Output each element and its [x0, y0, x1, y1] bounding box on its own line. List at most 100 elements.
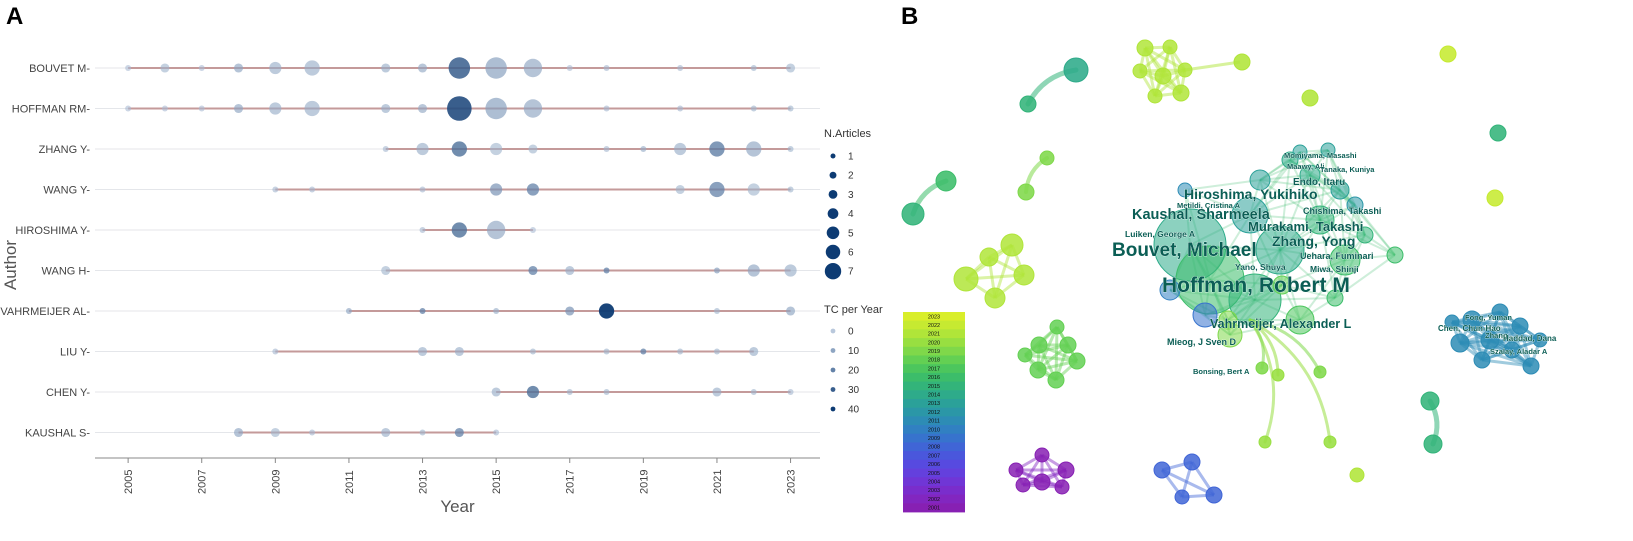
legend-year-label: 2016	[928, 375, 940, 381]
cluster-yellowgreen-top	[1132, 39, 1193, 104]
author-label: KAUSHAL S-	[25, 428, 90, 440]
article-bubble	[269, 102, 282, 115]
article-bubble	[603, 389, 610, 395]
article-bubble	[709, 181, 725, 198]
size-legend-label: 5	[848, 228, 854, 239]
legend-swatch	[903, 425, 965, 435]
legend-year-label: 2004	[928, 479, 940, 485]
article-bubble	[677, 65, 684, 71]
node-label: Murakami, Takashi	[1248, 219, 1363, 234]
article-bubble	[451, 141, 467, 157]
article-bubble	[750, 105, 757, 112]
legend-year-label: 2006	[928, 462, 940, 468]
node-label: Szalay, Aladar A	[1490, 347, 1548, 356]
article-bubble	[485, 57, 507, 79]
x-tick-label: 2021	[712, 470, 724, 494]
article-bubble	[419, 429, 426, 436]
article-bubble	[786, 63, 796, 73]
network-node	[1013, 264, 1035, 286]
node-label: Haddad, Dana	[1503, 334, 1557, 343]
network-edge	[1459, 338, 1541, 345]
article-bubble	[640, 146, 647, 152]
color-legend-title: TC per Year	[824, 304, 883, 316]
article-bubble	[270, 427, 280, 438]
article-bubble	[491, 387, 501, 397]
legend-swatch	[903, 442, 965, 452]
network-node	[1017, 183, 1035, 201]
network-node	[1063, 57, 1089, 83]
article-bubble	[451, 222, 467, 238]
article-bubble	[272, 186, 279, 193]
legend-year-label: 2007	[928, 453, 940, 459]
network-node	[1033, 473, 1051, 491]
cluster-green	[1017, 319, 1086, 389]
article-bubble	[454, 427, 464, 438]
article-bubble	[713, 348, 720, 355]
node-label: Luiken, George A	[1125, 229, 1195, 239]
network-edge	[1334, 254, 1396, 299]
color-legend-dot	[830, 406, 836, 412]
legend-swatch	[903, 407, 965, 417]
legend-year-label: 2009	[928, 436, 940, 442]
node-label: Mieog, J Sven D	[1167, 337, 1237, 347]
legend-swatch	[903, 320, 965, 330]
network-edge	[1259, 179, 1341, 191]
network-node	[1356, 226, 1374, 244]
legend-swatch	[903, 329, 965, 339]
year-color-legend: 2023 2022 2021 2020 2019 2018 2017 2016 2015 2014…	[903, 312, 965, 513]
network-node	[1386, 246, 1404, 264]
network-node	[1177, 182, 1193, 198]
node-label: Hiroshima, Yukihiko	[1184, 186, 1318, 202]
article-bubble	[486, 220, 506, 240]
node-label: Fong, Yuman	[1465, 313, 1512, 322]
x-tick-label: 2005	[123, 470, 135, 494]
article-bubble	[566, 389, 573, 395]
article-bubble	[749, 346, 759, 357]
legend-swatch	[903, 355, 965, 365]
network-node	[1019, 95, 1037, 113]
network-node	[1154, 67, 1172, 85]
node-label: Kaushal, Sharmeela	[1132, 207, 1271, 223]
network-node	[1522, 357, 1540, 375]
network-node	[1320, 142, 1336, 158]
article-bubble	[747, 183, 760, 196]
network-node	[1255, 225, 1305, 275]
network-node	[1330, 180, 1350, 200]
network-node	[1054, 479, 1070, 495]
cluster-main-hub	[1153, 142, 1404, 348]
article-bubble	[598, 303, 615, 319]
article-bubble	[787, 105, 794, 112]
network-node	[1444, 314, 1460, 330]
network-node	[1034, 447, 1050, 463]
article-bubble	[417, 63, 428, 73]
cluster-teal-right	[1444, 303, 1548, 375]
legend-year-label: 2013	[928, 401, 940, 407]
network-node	[901, 202, 925, 226]
article-bubble	[746, 141, 762, 157]
node-label: Yano, Shuya	[1235, 262, 1286, 272]
network-node	[1000, 233, 1024, 257]
network-node	[1423, 434, 1443, 454]
network-node	[1059, 336, 1077, 354]
x-tick-label: 2011	[344, 470, 356, 494]
legend-swatch	[903, 485, 965, 496]
network-edge	[1498, 311, 1533, 367]
article-bubble	[160, 63, 170, 73]
article-bubble	[490, 142, 503, 156]
size-legend-label: 2	[848, 171, 854, 182]
legend-year-label: 2014	[928, 393, 940, 399]
author-label: BOUVET M-	[29, 63, 90, 75]
article-bubble	[493, 429, 500, 436]
author-label: WANG H-	[42, 266, 91, 278]
article-bubble	[447, 96, 472, 121]
node-label: Chen, Chun-Hao	[1438, 324, 1501, 333]
legend-year-label: 2022	[928, 323, 940, 329]
cluster-blue	[1153, 453, 1223, 505]
article-bubble	[419, 227, 426, 233]
network-node	[1258, 435, 1272, 449]
article-bubble	[565, 306, 575, 316]
legend-swatch	[903, 364, 965, 374]
article-bubble	[304, 100, 320, 117]
node-label: Vahrmeijer, Alexander L	[1210, 317, 1352, 331]
